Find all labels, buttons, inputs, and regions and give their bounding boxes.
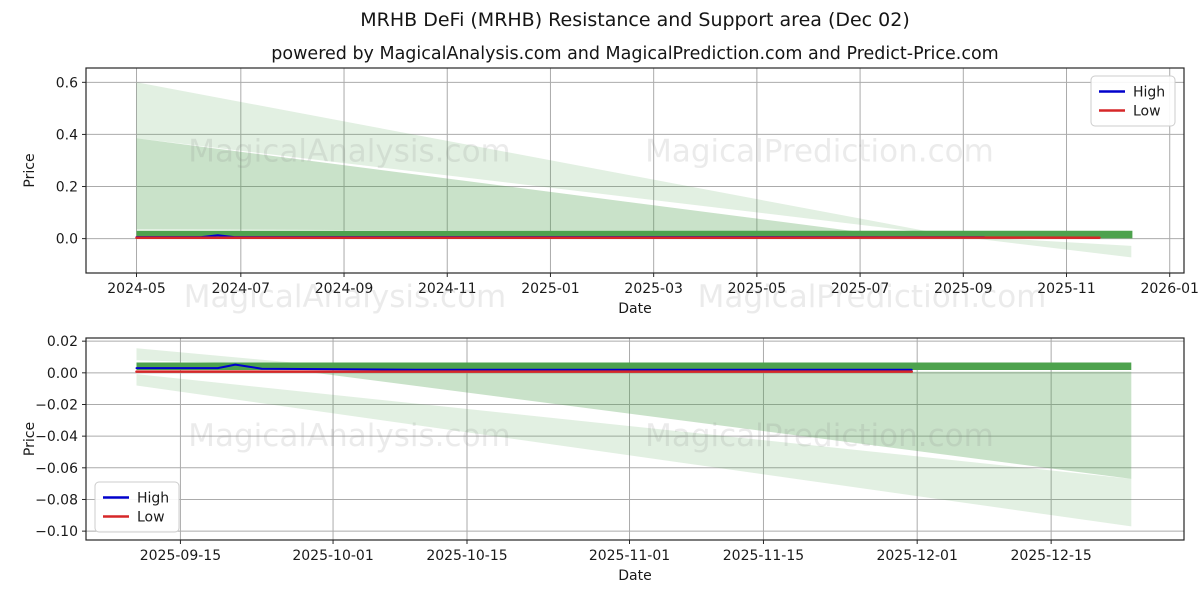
x-tick-label: 2025-09-15 <box>140 548 221 564</box>
legend-high-label: High <box>137 491 169 507</box>
x-tick-label: 2024-05 <box>107 281 166 297</box>
y-tick-label: 0.4 <box>56 127 78 143</box>
legend-high-label: High <box>1133 85 1165 101</box>
x-tick-label: 2025-05 <box>728 281 787 297</box>
fill-support-area-outer <box>136 374 1132 527</box>
x-tick-label: 2025-01 <box>521 281 580 297</box>
y-tick-label: −0.04 <box>35 429 78 445</box>
x-tick-label: 2025-11-15 <box>723 548 804 564</box>
legend-low-label: Low <box>1133 104 1161 120</box>
legend-item-low: Low <box>103 510 165 526</box>
y-axis-label: Price <box>22 153 38 187</box>
fill-resistance-area-left <box>136 348 328 366</box>
x-tick-label: 2024-09 <box>315 281 374 297</box>
x-tick-label: 2025-11 <box>1037 281 1096 297</box>
y-tick-label: −0.10 <box>35 524 78 540</box>
x-tick-label: 2025-11-01 <box>589 548 670 564</box>
page-title: MRHB DeFi (MRHB) Resistance and Support … <box>360 9 910 31</box>
x-tick-label: 2024-07 <box>212 281 271 297</box>
fill-support-band <box>136 362 1132 370</box>
plot-border <box>85 337 1185 541</box>
legend-box <box>1090 75 1176 127</box>
y-tick-label: 0.0 <box>56 232 78 248</box>
watermark-text: MagicalPrediction.com <box>645 418 994 454</box>
x-tick-label: 2025-03 <box>624 281 683 297</box>
y-tick-label: −0.02 <box>35 397 78 413</box>
x-tick-label: 2025-09 <box>934 281 993 297</box>
series-high-line <box>135 363 913 371</box>
watermark-text: MagicalPrediction.com <box>645 133 994 169</box>
fill-resistance-area-outer <box>136 82 951 236</box>
x-tick-label: 2025-07 <box>831 281 890 297</box>
y-tick-label: −0.06 <box>35 461 78 477</box>
chart-top: 2024-05 2024-07 2024-09 2024-11 2025-01 2025-… <box>22 67 1199 317</box>
legend-item-low: Low <box>1099 104 1161 120</box>
y-tick-label: −0.08 <box>35 492 78 508</box>
x-tick-label: 2025-10-15 <box>426 548 507 564</box>
plot-border <box>85 67 1185 274</box>
fill-resistance-area-outer-right <box>950 235 1132 258</box>
y-tick-label: 0.00 <box>47 366 78 382</box>
x-tick-label: 2025-10-01 <box>292 548 373 564</box>
watermark-text: MagicalAnalysis.com <box>188 133 510 169</box>
watermark-text: MagicalAnalysis.com <box>188 418 510 454</box>
legend: High Low <box>94 481 180 533</box>
x-tick-label: 2024-11 <box>418 281 477 297</box>
fill-support-area-inner <box>305 371 1132 479</box>
legend-item-high: High <box>103 491 169 507</box>
x-axis-label: Date <box>618 301 651 317</box>
legend-low-label: Low <box>137 510 165 526</box>
legend-box <box>94 481 180 533</box>
legend: High Low <box>1090 75 1176 127</box>
y-tick-label: 0.02 <box>47 334 78 350</box>
x-tick-label: 2025-12-01 <box>876 548 957 564</box>
watermark-analysis-mid: MagicalAnalysis.com <box>183 279 507 315</box>
page-subtitle: powered by MagicalAnalysis.com and Magic… <box>271 44 999 64</box>
chart-bottom: 2025-09-15 2025-10-01 2025-10-15 2025-11-01… <box>22 334 1185 584</box>
y-axis-label: Price <box>22 422 38 456</box>
x-tick-label: 2026-01 <box>1140 281 1199 297</box>
legend-item-high: High <box>1099 85 1165 101</box>
y-tick-label: 0.2 <box>56 180 78 196</box>
watermark-prediction-mid: MagicalPrediction.com <box>697 279 1047 315</box>
x-tick-label: 2025-12-15 <box>1010 548 1091 564</box>
y-tick-label: 0.6 <box>56 75 78 91</box>
fill-resistance-area-inner <box>136 138 855 232</box>
x-axis-label: Date <box>618 568 651 584</box>
